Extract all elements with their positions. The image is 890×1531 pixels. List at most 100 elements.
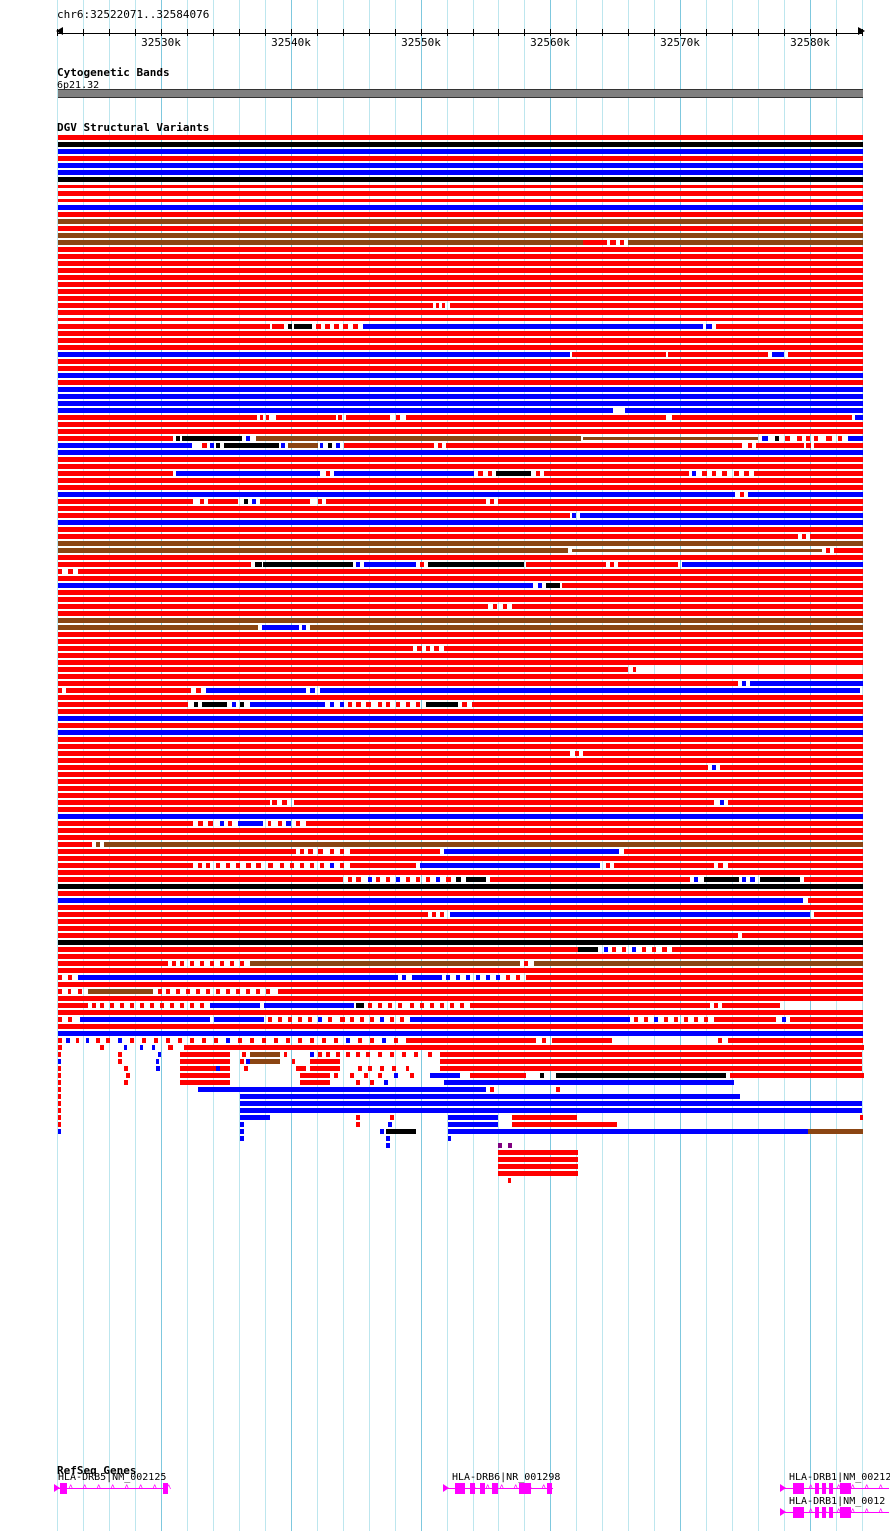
- variant-segment[interactable]: [356, 1115, 360, 1120]
- variant-segment[interactable]: [58, 891, 863, 896]
- variant-segment[interactable]: [330, 849, 334, 854]
- variant-row[interactable]: [0, 226, 890, 231]
- variant-row[interactable]: [0, 1143, 890, 1148]
- variant-segment[interactable]: [810, 534, 863, 539]
- variant-segment[interactable]: [58, 163, 863, 168]
- variant-segment[interactable]: [58, 282, 863, 287]
- variant-segment[interactable]: [814, 436, 818, 441]
- variant-row[interactable]: [0, 793, 890, 798]
- variant-segment[interactable]: [260, 499, 310, 504]
- variant-segment[interactable]: [78, 975, 398, 980]
- variant-segment[interactable]: [58, 373, 863, 378]
- variant-segment[interactable]: [202, 443, 207, 448]
- variant-segment[interactable]: [180, 1073, 230, 1078]
- variant-segment[interactable]: [280, 863, 284, 868]
- variant-segment[interactable]: [310, 1059, 340, 1064]
- variant-segment[interactable]: [440, 1066, 862, 1071]
- variant-segment[interactable]: [706, 324, 712, 329]
- variant-row[interactable]: [0, 373, 890, 378]
- variant-row[interactable]: [0, 667, 890, 672]
- exon[interactable]: [840, 1483, 851, 1494]
- variant-row[interactable]: [0, 338, 890, 343]
- variant-segment[interactable]: [802, 534, 806, 539]
- variant-segment[interactable]: [612, 947, 616, 952]
- variant-segment[interactable]: [444, 849, 619, 854]
- exon[interactable]: [60, 1483, 67, 1494]
- variant-row[interactable]: [0, 1087, 890, 1092]
- variant-segment[interactable]: [58, 170, 863, 175]
- variant-segment[interactable]: [238, 821, 263, 826]
- variant-row[interactable]: [0, 1164, 890, 1169]
- variant-segment[interactable]: [378, 1003, 382, 1008]
- variant-segment[interactable]: [58, 1045, 62, 1050]
- variant-segment[interactable]: [130, 1003, 134, 1008]
- variant-segment[interactable]: [58, 590, 863, 595]
- dgv-variant-track[interactable]: [0, 135, 890, 1450]
- variant-segment[interactable]: [750, 877, 755, 882]
- variant-segment[interactable]: [194, 702, 198, 707]
- variant-segment[interactable]: [378, 1052, 382, 1057]
- variant-segment[interactable]: [356, 1052, 360, 1057]
- variant-segment[interactable]: [446, 975, 450, 980]
- variant-segment[interactable]: [246, 989, 250, 994]
- variant-segment[interactable]: [268, 863, 273, 868]
- variant-segment[interactable]: [290, 863, 294, 868]
- variant-segment[interactable]: [340, 702, 344, 707]
- variant-segment[interactable]: [262, 1038, 266, 1043]
- variant-segment[interactable]: [58, 212, 863, 217]
- variant-segment[interactable]: [58, 576, 863, 581]
- variant-segment[interactable]: [68, 1017, 72, 1022]
- variant-segment[interactable]: [226, 1038, 230, 1043]
- variant-segment[interactable]: [58, 541, 863, 546]
- variant-segment[interactable]: [396, 415, 400, 420]
- variant-row[interactable]: [0, 975, 890, 980]
- variant-segment[interactable]: [58, 275, 863, 280]
- variant-row[interactable]: [0, 737, 890, 742]
- variant-segment[interactable]: [58, 199, 863, 202]
- variant-segment[interactable]: [456, 877, 461, 882]
- variant-row[interactable]: [0, 457, 890, 462]
- variant-segment[interactable]: [754, 471, 863, 476]
- variant-row[interactable]: [0, 1171, 890, 1176]
- variant-segment[interactable]: [478, 471, 483, 476]
- variant-row[interactable]: [0, 765, 890, 770]
- variant-segment[interactable]: [622, 947, 626, 952]
- variant-segment[interactable]: [170, 1003, 174, 1008]
- variant-segment[interactable]: [410, 1003, 414, 1008]
- variant-segment[interactable]: [100, 1045, 104, 1050]
- variant-segment[interactable]: [750, 681, 863, 686]
- variant-segment[interactable]: [692, 471, 696, 476]
- ruler-axis[interactable]: [58, 33, 863, 34]
- variant-segment[interactable]: [58, 583, 533, 588]
- variant-segment[interactable]: [580, 513, 863, 518]
- variant-segment[interactable]: [260, 415, 263, 420]
- variant-segment[interactable]: [278, 989, 863, 994]
- variant-segment[interactable]: [58, 807, 863, 812]
- variant-segment[interactable]: [58, 387, 863, 392]
- variant-segment[interactable]: [180, 1059, 230, 1064]
- variant-segment[interactable]: [380, 1017, 384, 1022]
- variant-segment[interactable]: [498, 1157, 578, 1162]
- variant-row[interactable]: [0, 625, 890, 630]
- variant-segment[interactable]: [742, 877, 746, 882]
- variant-segment[interactable]: [628, 240, 863, 245]
- variant-segment[interactable]: [58, 478, 863, 483]
- variant-segment[interactable]: [734, 471, 739, 476]
- variant-row[interactable]: [0, 541, 890, 546]
- variant-segment[interactable]: [58, 632, 863, 637]
- variant-segment[interactable]: [426, 702, 458, 707]
- variant-segment[interactable]: [58, 1073, 61, 1078]
- variant-segment[interactable]: [246, 436, 250, 441]
- variant-row[interactable]: [0, 177, 890, 182]
- variant-segment[interactable]: [240, 1101, 862, 1106]
- variant-row[interactable]: [0, 191, 890, 196]
- variant-segment[interactable]: [370, 1017, 374, 1022]
- variant-segment[interactable]: [58, 506, 863, 511]
- variant-segment[interactable]: [300, 863, 304, 868]
- variant-row[interactable]: [0, 1073, 890, 1078]
- variant-row[interactable]: [0, 1017, 890, 1022]
- variant-segment[interactable]: [498, 499, 863, 504]
- variant-segment[interactable]: [402, 975, 406, 980]
- variant-segment[interactable]: [58, 569, 62, 574]
- variant-segment[interactable]: [58, 359, 863, 364]
